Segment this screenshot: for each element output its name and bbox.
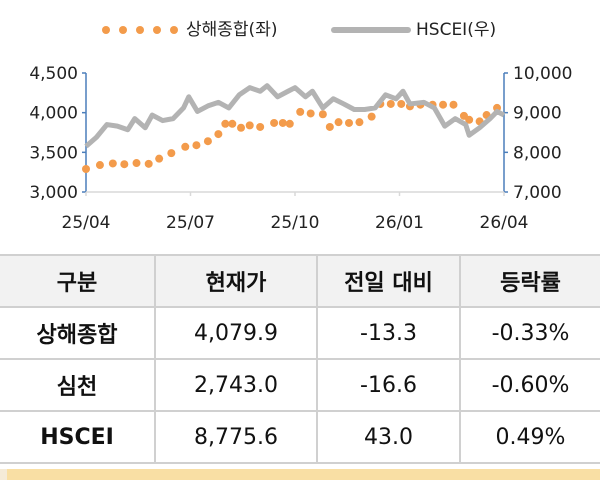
legend-dot — [119, 26, 127, 34]
shanghai-point — [214, 130, 223, 139]
chart: 상해종합(좌) HSCEI(우) 3,000 3,500 4,000 4,500 7,0… — [29, 20, 572, 233]
header-price: 현재가 — [154, 254, 318, 308]
legend-dot — [136, 26, 144, 34]
shanghai-point — [355, 118, 364, 127]
shanghai-point — [256, 122, 265, 131]
row-change: -13.3 — [316, 306, 461, 360]
shanghai-point — [367, 112, 376, 121]
x-tick-label: 25/10 — [271, 213, 320, 233]
right-tick-label: 7,000 — [513, 183, 562, 203]
legend-label-hscei: HSCEI(우) — [416, 20, 496, 40]
shanghai-point — [439, 100, 448, 109]
shanghai-point — [386, 99, 395, 108]
shanghai-point — [325, 122, 334, 131]
x-tick-label: 25/04 — [62, 213, 111, 233]
shanghai-point — [397, 99, 406, 108]
shanghai-point — [144, 159, 153, 168]
shanghai-point — [296, 107, 305, 116]
right-tick-label: 9,000 — [513, 104, 562, 124]
row-rate: -0.33% — [459, 306, 600, 360]
legend-dot — [102, 26, 110, 34]
right-tick-label: 10,000 — [513, 64, 572, 84]
x-tick-label: 25/07 — [166, 213, 215, 233]
shanghai-point — [155, 154, 164, 163]
left-tick-label: 3,000 — [29, 183, 78, 203]
header-rate: 등락률 — [459, 254, 600, 308]
row-rate: 0.49% — [459, 410, 600, 464]
shanghai-point — [344, 118, 353, 127]
shanghai-point — [120, 160, 129, 169]
legend-label-shanghai: 상해종합(좌) — [186, 20, 277, 40]
row-rate: -0.60% — [459, 358, 600, 412]
row-name: 상해종합 — [0, 306, 156, 360]
row-price: 4,079.9 — [154, 306, 318, 360]
shanghai-point — [245, 121, 254, 130]
shanghai-point — [270, 118, 279, 127]
left-tick-label: 4,000 — [29, 104, 78, 124]
shanghai-point — [449, 100, 458, 109]
shanghai-point — [108, 159, 117, 168]
row-price: 2,743.0 — [154, 358, 318, 412]
right-tick-label: 8,000 — [513, 143, 562, 163]
shanghai-point — [203, 137, 212, 146]
shanghai-point — [221, 119, 230, 128]
row-name: 심천 — [0, 358, 156, 412]
index-table: 구분 현재가 전일 대비 등락률 상해종합 4,079.9 -13.3 -0.3… — [0, 254, 600, 464]
legend-dots-marker — [102, 26, 178, 34]
shanghai-point — [285, 119, 294, 128]
x-tick-label: 26/04 — [480, 213, 529, 233]
shanghai-point — [278, 118, 287, 127]
table-row: 심천 2,743.0 -16.6 -0.60% — [0, 358, 600, 412]
shanghai-point — [82, 164, 90, 173]
hscei-line — [84, 83, 506, 149]
shanghai-point — [181, 142, 190, 151]
shanghai-point — [95, 161, 104, 170]
shanghai-point — [167, 149, 176, 158]
table-row: HSCEI 8,775.6 43.0 0.49% — [0, 410, 600, 464]
shanghai-point — [306, 109, 315, 118]
x-tick-label: 26/01 — [375, 213, 424, 233]
legend-dot — [153, 26, 161, 34]
table-row: 상해종합 4,079.9 -13.3 -0.33% — [0, 306, 600, 360]
shanghai-point — [132, 159, 141, 168]
header-change: 전일 대비 — [316, 254, 461, 308]
left-tick-label: 4,500 — [29, 64, 78, 84]
row-price: 8,775.6 — [154, 410, 318, 464]
legend: 상해종합(좌) HSCEI(우) — [102, 20, 496, 40]
shanghai-point — [228, 119, 237, 128]
shanghai-point — [334, 118, 343, 127]
shanghai-point — [318, 110, 327, 119]
left-tick-label: 3,500 — [29, 143, 78, 163]
shanghai-point — [465, 115, 474, 124]
row-change: -16.6 — [316, 358, 461, 412]
footer-strip-edge — [0, 469, 7, 480]
legend-dot — [170, 26, 178, 34]
header-category: 구분 — [0, 254, 156, 308]
row-change: 43.0 — [316, 410, 461, 464]
row-name: HSCEI — [0, 410, 156, 464]
shanghai-point — [192, 141, 201, 150]
footer-strip — [0, 469, 600, 480]
shanghai-point — [237, 123, 246, 132]
table-header-row: 구분 현재가 전일 대비 등락률 — [0, 254, 600, 308]
